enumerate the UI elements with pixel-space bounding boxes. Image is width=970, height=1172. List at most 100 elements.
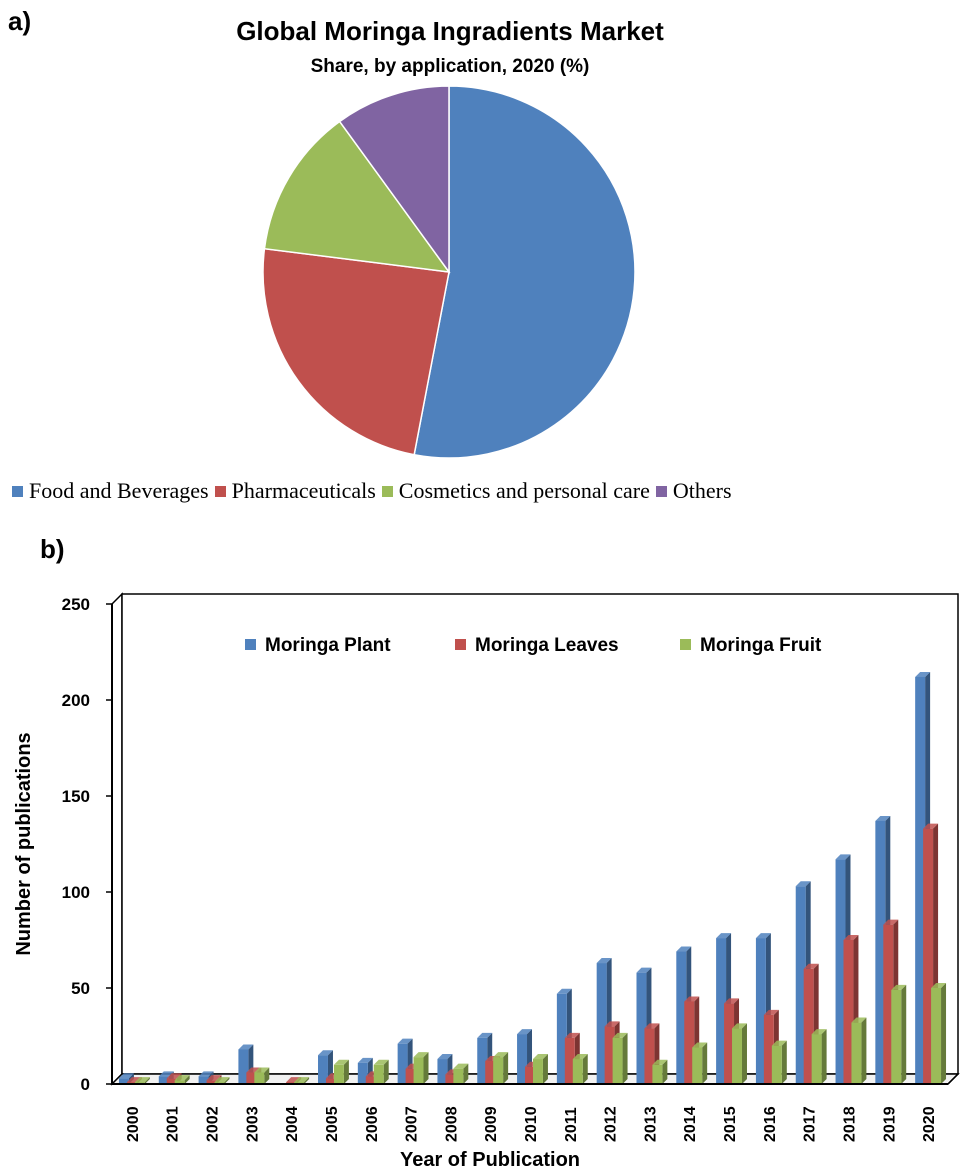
moringa-fruit-bar-2016-side (781, 1040, 787, 1084)
y-axis-title: Number of publications (13, 732, 35, 955)
moringa-fruit-bar-2011 (572, 1059, 583, 1084)
x-tick-label: 2003 (244, 1106, 261, 1142)
moringa-leaves-bar-2020 (923, 828, 934, 1084)
moringa-fruit-bar-2005-side (343, 1059, 349, 1084)
moringa-fruit-bar-2008-side (463, 1063, 469, 1084)
side-wall (111, 592, 123, 1086)
moringa-leaves-bar-2013 (644, 1028, 655, 1084)
moringa-fruit-bar-2006 (373, 1064, 384, 1084)
moringa-fruit-bar-2003-top (254, 1067, 270, 1073)
moringa-leaves-bar-2002 (206, 1080, 217, 1084)
legend-label: Cosmetics and personal care (398, 478, 650, 503)
moringa-plant-bar-2010-top (517, 1029, 533, 1035)
moringa-fruit-bar-2013-top (652, 1059, 668, 1065)
moringa-fruit-bar-2015-side (741, 1023, 747, 1084)
moringa-fruit-bar-2007 (413, 1057, 424, 1084)
moringa-leaves-bar-2010 (525, 1066, 535, 1084)
moringa-fruit-bar-2002-top (214, 1077, 230, 1083)
moringa-plant-bar-2019-top (875, 815, 891, 821)
moringa-fruit-bar-2001 (174, 1080, 185, 1084)
moringa-fruit-bar-2000-side (144, 1077, 150, 1084)
moringa-fruit-bar-2015 (732, 1028, 742, 1084)
moringa-fruit-bar-2001-side (184, 1075, 190, 1084)
bar-legend-label: Moringa Leaves (475, 635, 619, 656)
x-tick-label: 2004 (284, 1106, 301, 1142)
pie-legend-item: Food and Beverages (12, 478, 209, 504)
moringa-fruit-bar-2009-top (493, 1052, 509, 1058)
pie-chart-subtitle: Share, by application, 2020 (%) (310, 56, 590, 77)
moringa-plant-bar-2013-top (636, 967, 652, 973)
bar-chart: 2000 2001 2002 2003 2004 2005 2006 2007 2008 2009… (13, 592, 960, 1171)
moringa-leaves-bar-2011 (564, 1037, 575, 1084)
moringa-leaves-bar-2009 (485, 1060, 496, 1084)
pie-legend-item: Pharmaceuticals (214, 478, 376, 504)
pie-slice-food-and-beverages (413, 85, 636, 459)
moringa-plant-bar-2001-top (158, 1071, 174, 1077)
moringa-fruit-bar-2014-top (692, 1042, 708, 1048)
x-tick-label: 2009 (483, 1106, 500, 1142)
moringa-fruit-bar-2002-side (224, 1077, 230, 1084)
moringa-plant-bar-2001 (158, 1076, 169, 1084)
moringa-leaves-bar-2001 (166, 1078, 177, 1084)
moringa-plant-bar-2019 (875, 820, 886, 1084)
moringa-leaves-bar-2012-top (604, 1021, 620, 1027)
x-tick-label: 2011 (563, 1107, 580, 1142)
moringa-plant-bar-2011-top (556, 988, 572, 994)
moringa-fruit-bar-2009-side (503, 1052, 509, 1084)
panel-a-label: a) (8, 6, 32, 36)
moringa-fruit-bar-2020-side (941, 983, 947, 1084)
legend-label: Pharmaceuticals (231, 478, 376, 503)
moringa-fruit-bar-2019-top (891, 984, 907, 990)
moringa-fruit-bar-2020 (931, 988, 942, 1084)
x-tick-label: 2010 (523, 1106, 540, 1142)
moringa-leaves-bar-2014 (684, 1001, 695, 1084)
x-tick-label: 2018 (841, 1106, 858, 1142)
moringa-plant-bar-2007 (397, 1043, 408, 1084)
x-tick-label: 2019 (881, 1106, 898, 1142)
moringa-fruit-bar-2010-top (532, 1054, 548, 1060)
moringa-plant-bar-2009 (477, 1037, 488, 1084)
bar-legend-swatch (455, 639, 466, 650)
moringa-fruit-bar-2014 (692, 1047, 703, 1084)
x-tick-label: 2015 (722, 1106, 739, 1142)
moringa-fruit-bar-2016 (771, 1045, 782, 1084)
moringa-leaves-bar-2001-top (166, 1073, 182, 1079)
moringa-fruit-bar-2018 (851, 1022, 862, 1084)
pie-legend-item: Cosmetics and personal care (381, 478, 650, 504)
x-tick-label: 2008 (443, 1106, 460, 1142)
moringa-plant-bar-2017 (795, 886, 806, 1084)
moringa-plant-bar-2020-top (915, 671, 931, 677)
legend-swatch (12, 486, 23, 497)
pie-slice-pharmaceuticals (262, 247, 450, 456)
moringa-leaves-bar-2018 (843, 940, 854, 1084)
y-tick-label: 200 (62, 691, 90, 710)
moringa-fruit-bar-2009 (493, 1057, 504, 1084)
pie-slice-cosmetics-and-personal-care (263, 120, 451, 273)
moringa-fruit-bar-2010 (532, 1059, 543, 1084)
back-wall (121, 593, 959, 1075)
moringa-leaves-bar-2018-top (843, 935, 859, 940)
moringa-plant-bar-2014-top (676, 946, 692, 952)
moringa-fruit-bar-2015-top (732, 1023, 747, 1029)
moringa-fruit-bar-2017 (811, 1034, 822, 1084)
moringa-leaves-bar-2011-top (564, 1032, 580, 1038)
moringa-fruit-bar-2004-side (304, 1077, 310, 1084)
moringa-fruit-bar-2003 (254, 1072, 265, 1084)
moringa-leaves-bar-2020-top (923, 823, 939, 829)
moringa-plant-bar-2011 (556, 993, 567, 1084)
bar-legend-label: Moringa Plant (265, 635, 391, 656)
moringa-fruit-bar-2018-top (851, 1017, 867, 1023)
moringa-plant-bar-2002-top (198, 1071, 214, 1077)
legend-swatch (214, 486, 226, 497)
moringa-fruit-bar-2006-side (383, 1059, 389, 1084)
moringa-fruit-bar-2017-side (821, 1029, 827, 1084)
x-tick-label: 2001 (165, 1106, 182, 1142)
moringa-leaves-bar-2004-top (286, 1077, 302, 1083)
moringa-fruit-bar-2014-side (702, 1042, 708, 1084)
moringa-leaves-bar-2017-top (803, 963, 819, 969)
y-tick-label: 50 (71, 979, 90, 998)
bar-legend-swatch (680, 639, 691, 650)
moringa-fruit-bar-2004-top (294, 1077, 310, 1083)
x-axis-title: Year of Publication (400, 1149, 580, 1171)
moringa-leaves-bar-2013-top (644, 1023, 660, 1029)
